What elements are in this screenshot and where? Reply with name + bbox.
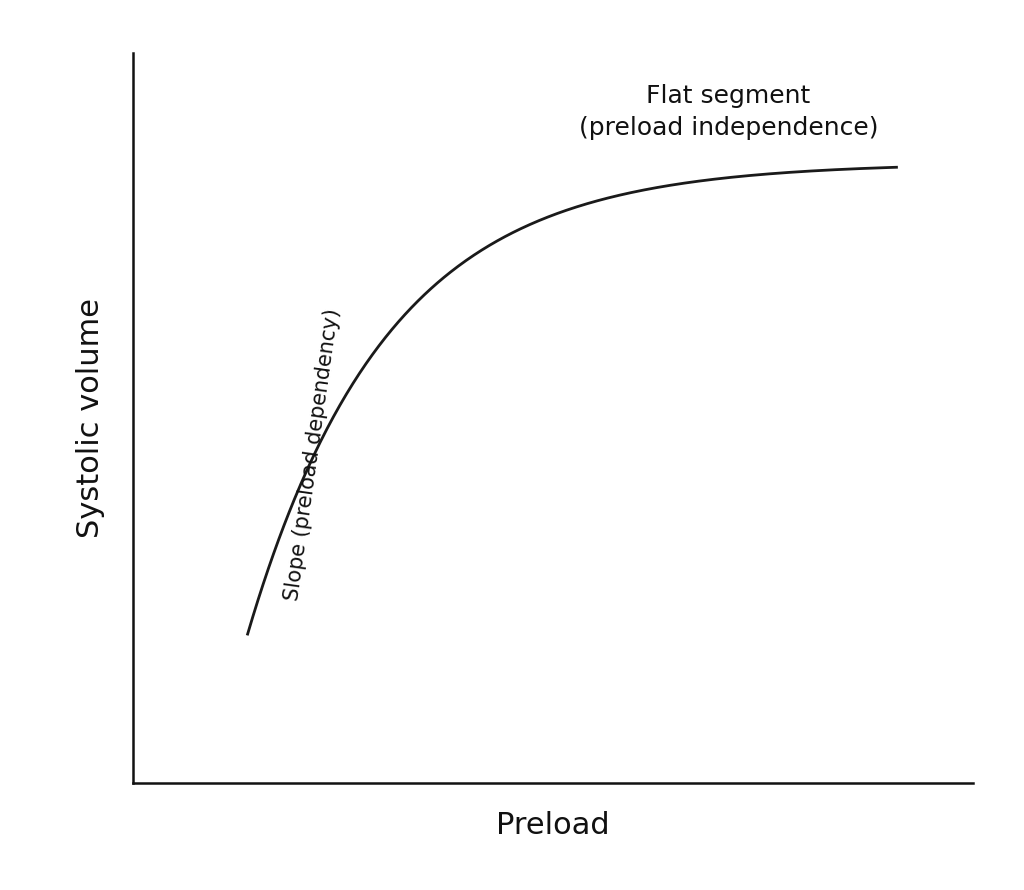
X-axis label: Preload: Preload <box>497 811 609 840</box>
Text: Slope (preload dependency): Slope (preload dependency) <box>282 307 343 603</box>
Text: Flat segment
(preload independence): Flat segment (preload independence) <box>579 84 879 140</box>
Y-axis label: Systolic volume: Systolic volume <box>77 298 105 538</box>
